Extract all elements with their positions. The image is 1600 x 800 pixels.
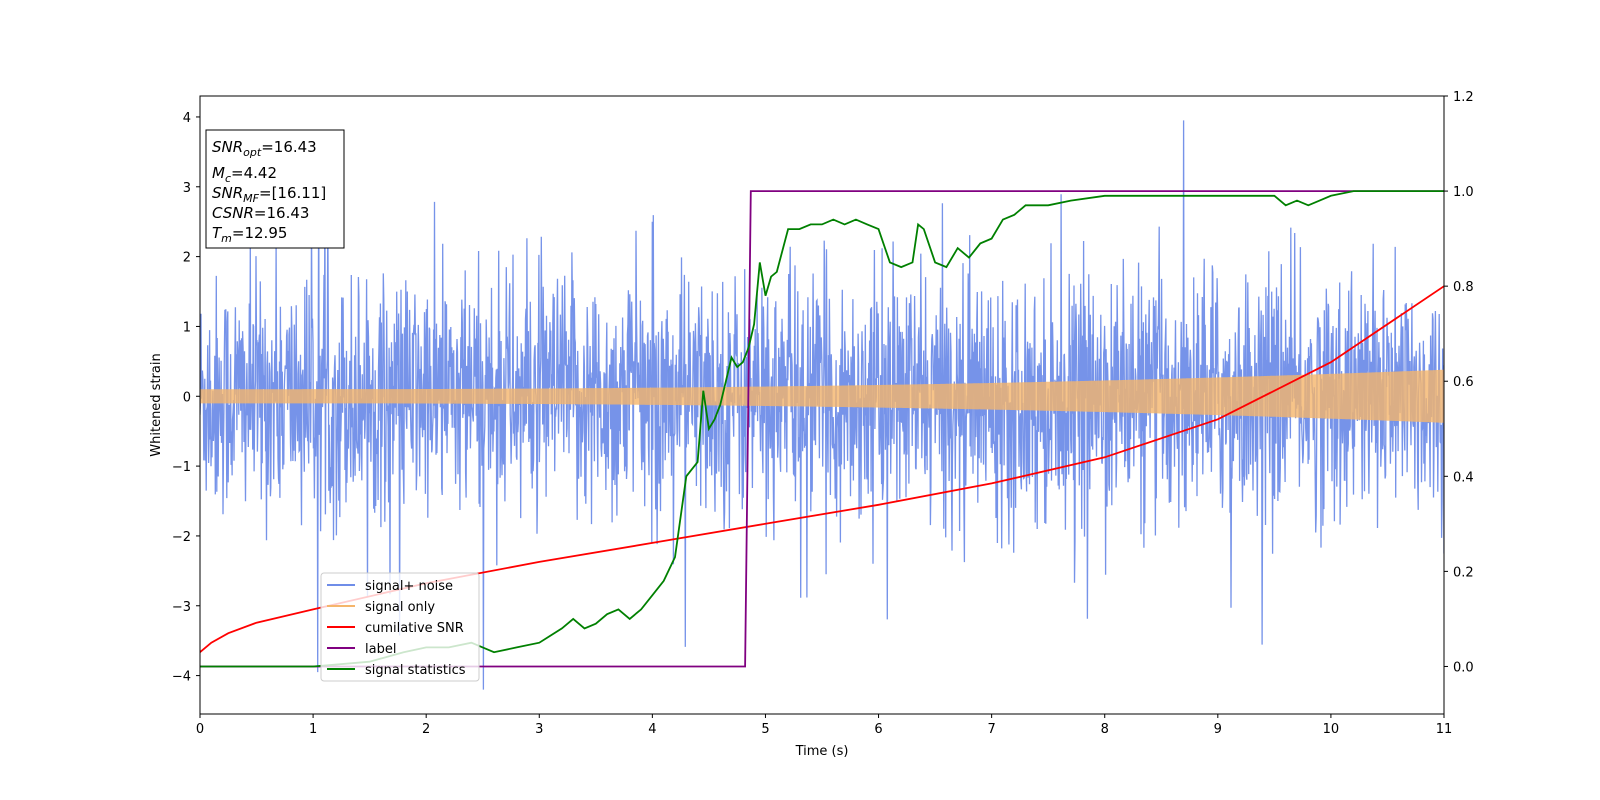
left-y-tick-label: 4 bbox=[183, 111, 191, 126]
legend-frame bbox=[320, 572, 480, 682]
legend: signal+ noise signal only cumilative SNR la… bbox=[320, 572, 480, 682]
x-tick-label: 9 bbox=[1214, 722, 1222, 737]
right-y-tick-label: 0.2 bbox=[1453, 565, 1474, 580]
legend-label-cumilative-snr: cumilative SNR bbox=[365, 621, 464, 636]
left-y-tick-label: −2 bbox=[172, 530, 191, 545]
plot-frame bbox=[199, 95, 1445, 715]
x-tick-label: 8 bbox=[1101, 722, 1109, 737]
annotation-line-snr-mf: SNRMF=[16.11] bbox=[212, 184, 326, 205]
right-y-tick-label: 0.0 bbox=[1453, 660, 1474, 675]
left-y-axis-ticks: −4 −3 −2 −1 0 1 2 3 4 bbox=[172, 111, 200, 685]
left-y-tick-label: −1 bbox=[172, 460, 191, 475]
left-y-tick-label: −3 bbox=[172, 600, 191, 615]
left-y-tick-label: 3 bbox=[183, 181, 191, 196]
legend-label-label: label bbox=[365, 642, 396, 657]
annotation-line-snr-opt: SNRopt=16.43 bbox=[212, 138, 317, 159]
legend-items: signal+ noise signal only cumilative SNR la… bbox=[327, 579, 466, 678]
x-tick-label: 7 bbox=[987, 722, 995, 737]
annotation-line-csnr: CSNR=16.43 bbox=[212, 204, 309, 222]
right-y-tick-label: 0.4 bbox=[1453, 470, 1474, 485]
x-tick-label: 6 bbox=[874, 722, 882, 737]
y-axis-label: Whitened strain bbox=[149, 353, 164, 456]
right-y-tick-label: 0.6 bbox=[1453, 375, 1474, 390]
series-signal-statistics-line bbox=[200, 190, 1444, 668]
right-y-tick-label: 0.8 bbox=[1453, 280, 1474, 295]
right-y-tick-label: 1.2 bbox=[1453, 90, 1474, 105]
series-signal-only-line bbox=[200, 369, 1444, 423]
annotation-box: SNRopt=16.43 Mc=4.42 SNRMF=[16.11] CSNR=… bbox=[205, 129, 345, 249]
x-tick-label: 10 bbox=[1323, 722, 1340, 737]
legend-label-signal-noise: signal+ noise bbox=[365, 579, 453, 594]
x-axis-ticks: 0 1 2 3 4 5 6 7 8 9 10 11 bbox=[196, 714, 1452, 737]
x-tick-label: 11 bbox=[1436, 722, 1453, 737]
left-y-tick-label: −4 bbox=[172, 670, 191, 685]
x-tick-label: 5 bbox=[761, 722, 769, 737]
x-tick-label: 4 bbox=[648, 722, 656, 737]
legend-label-signal-only: signal only bbox=[365, 600, 435, 615]
x-axis-label: Time (s) bbox=[795, 744, 849, 759]
x-tick-label: 3 bbox=[535, 722, 543, 737]
series-cumilative-snr-line bbox=[200, 285, 1444, 653]
annotation-line-mc: Mc=4.42 bbox=[212, 164, 277, 185]
annotation-line-tm: Tm=12.95 bbox=[212, 224, 287, 245]
right-y-tick-label: 1.0 bbox=[1453, 185, 1474, 200]
x-tick-label: 0 bbox=[196, 722, 204, 737]
left-y-tick-label: 2 bbox=[183, 251, 191, 266]
x-tick-label: 2 bbox=[422, 722, 430, 737]
x-tick-label: 1 bbox=[309, 722, 317, 737]
left-y-tick-label: 1 bbox=[183, 320, 191, 335]
left-y-tick-label: 0 bbox=[183, 390, 191, 405]
right-y-axis-ticks: 0.0 0.2 0.4 0.6 0.8 1.0 1.2 bbox=[1444, 90, 1474, 675]
legend-label-signal-statistics: signal statistics bbox=[365, 663, 466, 678]
